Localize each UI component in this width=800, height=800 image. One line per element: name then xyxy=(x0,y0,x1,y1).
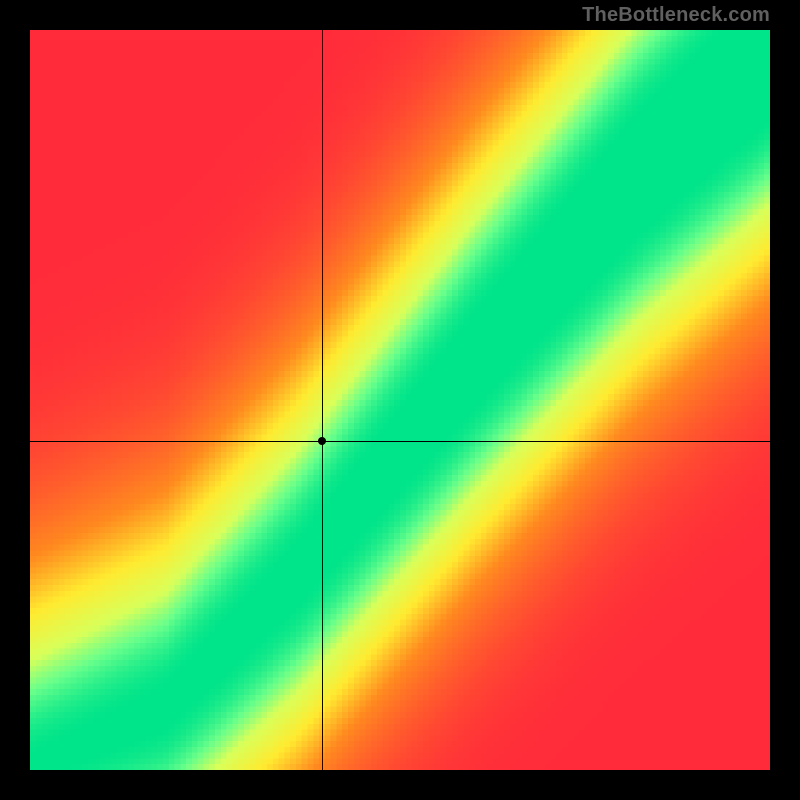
crosshair-horizontal xyxy=(30,441,770,442)
heatmap-canvas xyxy=(30,30,770,770)
chart-frame: TheBottleneck.com xyxy=(0,0,800,800)
intersection-marker xyxy=(318,437,326,445)
crosshair-vertical xyxy=(322,30,323,770)
plot-area xyxy=(30,30,770,770)
watermark-text: TheBottleneck.com xyxy=(582,4,770,27)
